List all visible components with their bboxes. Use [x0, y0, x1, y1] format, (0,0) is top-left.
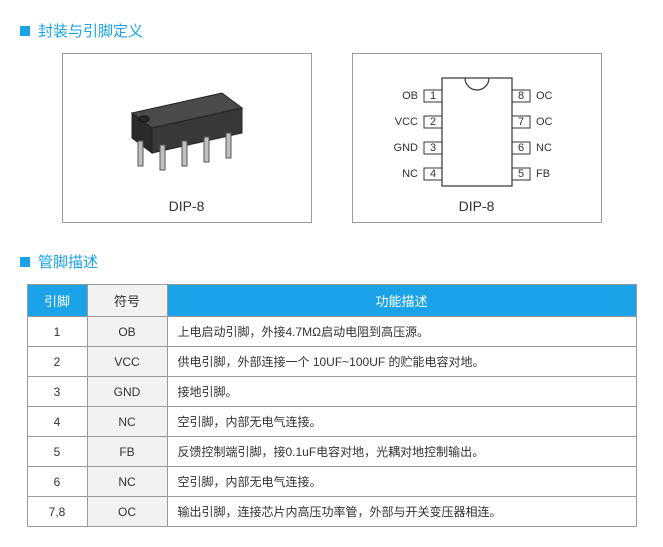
cell-symbol: OC [87, 497, 167, 527]
table-row: 6 NC 空引脚，内部无电气连接。 [27, 467, 636, 497]
pin-label-gnd: GND [393, 142, 418, 154]
table-row: 3 GND 接地引脚。 [27, 377, 636, 407]
cell-pin: 2 [27, 347, 87, 377]
cell-symbol: GND [87, 377, 167, 407]
table-body: 1 OB 上电启动引脚，外接4.7MΩ启动电阻到高压源。 2 VCC 供电引脚，… [27, 317, 636, 527]
cell-desc: 供电引脚，外部连接一个 10UF~100UF 的贮能电容对地。 [167, 347, 636, 377]
section-title-pindesc: 管脚描述 [38, 251, 98, 272]
cell-desc: 接地引脚。 [167, 377, 636, 407]
chip-drawing [102, 83, 272, 193]
section-title: 封装与引脚定义 [38, 20, 143, 41]
pin-num-4: 4 [429, 168, 435, 180]
figure-box-pinout: 1 OB 2 VCC 3 GND 4 NC 8 OC [352, 53, 602, 223]
pin-label-oc1: OC [536, 90, 553, 102]
cell-pin: 7,8 [27, 497, 87, 527]
th-desc: 功能描述 [167, 285, 636, 317]
pinout-right: 8 OC 7 OC 6 NC 5 FB [512, 90, 553, 180]
th-symbol: 符号 [87, 285, 167, 317]
pin-label-oc2: OC [536, 116, 553, 128]
th-pin: 引脚 [27, 285, 87, 317]
table-row: 2 VCC 供电引脚，外部连接一个 10UF~100UF 的贮能电容对地。 [27, 347, 636, 377]
figure-caption-left: DIP-8 [169, 198, 205, 214]
pin-num-2: 2 [429, 116, 435, 128]
section-bullet [20, 257, 30, 267]
cell-desc: 反馈控制端引脚，接0.1uF电容对地，光耦对地控制输出。 [167, 437, 636, 467]
pin-num-3: 3 [429, 142, 435, 154]
cell-symbol: FB [87, 437, 167, 467]
cell-pin: 4 [27, 407, 87, 437]
figures-row: DIP-8 1 OB 2 VCC 3 GND [20, 53, 643, 223]
table-row: 7,8 OC 输出引脚，连接芯片内高压功率管，外部与开关变压器相连。 [27, 497, 636, 527]
cell-symbol: NC [87, 407, 167, 437]
section-header-pindesc: 管脚描述 [20, 251, 643, 272]
cell-desc: 输出引脚，连接芯片内高压功率管，外部与开关变压器相连。 [167, 497, 636, 527]
table-row: 1 OB 上电启动引脚，外接4.7MΩ启动电阻到高压源。 [27, 317, 636, 347]
section-header-package: 封装与引脚定义 [20, 20, 643, 41]
section-bullet [20, 26, 30, 36]
cell-pin: 5 [27, 437, 87, 467]
pin-label-nc-l: NC [402, 168, 418, 180]
pin-num-8: 8 [517, 90, 523, 102]
figure-box-chip: DIP-8 [62, 53, 312, 223]
pin-label-nc-r: NC [536, 142, 552, 154]
figure-caption-right: DIP-8 [459, 198, 495, 214]
pin-num-5: 5 [517, 168, 523, 180]
cell-symbol: NC [87, 467, 167, 497]
cell-pin: 1 [27, 317, 87, 347]
pinout-left: 1 OB 2 VCC 3 GND 4 NC [393, 90, 441, 180]
cell-symbol: VCC [87, 347, 167, 377]
cell-desc: 上电启动引脚，外接4.7MΩ启动电阻到高压源。 [167, 317, 636, 347]
pin-label-ob: OB [402, 90, 418, 102]
table-row: 4 NC 空引脚，内部无电气连接。 [27, 407, 636, 437]
table-header-row: 引脚 符号 功能描述 [27, 285, 636, 317]
cell-pin: 3 [27, 377, 87, 407]
pin-num-1: 1 [429, 90, 435, 102]
pin-description-table: 引脚 符号 功能描述 1 OB 上电启动引脚，外接4.7MΩ启动电阻到高压源。 … [27, 284, 637, 527]
pin-num-7: 7 [517, 116, 523, 128]
pin-label-fb: FB [536, 168, 550, 180]
table-row: 5 FB 反馈控制端引脚，接0.1uF电容对地，光耦对地控制输出。 [27, 437, 636, 467]
cell-symbol: OB [87, 317, 167, 347]
cell-desc: 空引脚，内部无电气连接。 [167, 407, 636, 437]
cell-desc: 空引脚，内部无电气连接。 [167, 467, 636, 497]
cell-pin: 6 [27, 467, 87, 497]
pin-label-vcc: VCC [394, 116, 417, 128]
pin-num-6: 6 [517, 142, 523, 154]
pinout-diagram: 1 OB 2 VCC 3 GND 4 NC 8 OC [362, 68, 592, 208]
